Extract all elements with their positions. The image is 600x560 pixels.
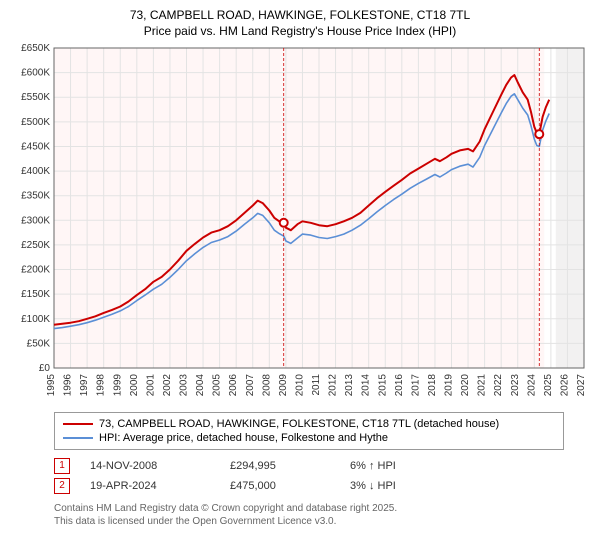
svg-text:2012: 2012 xyxy=(328,373,339,396)
svg-text:2013: 2013 xyxy=(344,373,355,396)
svg-text:2018: 2018 xyxy=(427,373,438,396)
svg-text:2000: 2000 xyxy=(129,373,140,396)
svg-text:2014: 2014 xyxy=(361,373,372,396)
legend-box: 73, CAMPBELL ROAD, HAWKINGE, FOLKESTONE,… xyxy=(54,412,564,450)
legend-swatch-hpi xyxy=(63,437,93,439)
svg-text:2015: 2015 xyxy=(377,373,388,396)
annotation-price-1: £294,995 xyxy=(230,460,330,472)
svg-text:2007: 2007 xyxy=(245,373,256,396)
chart-container: { "title_line1": "73, CAMPBELL ROAD, HAW… xyxy=(0,0,600,534)
svg-text:£0: £0 xyxy=(39,363,51,374)
annotation-delta-1: 6% ↑ HPI xyxy=(350,460,396,472)
svg-text:2023: 2023 xyxy=(510,373,521,396)
annotation-price-2: £475,000 xyxy=(230,480,330,492)
footer-line2: This data is licensed under the Open Gov… xyxy=(54,515,590,528)
chart-title-line2: Price paid vs. HM Land Registry's House … xyxy=(10,24,590,38)
annotation-date-1: 14-NOV-2008 xyxy=(90,460,210,472)
svg-text:1997: 1997 xyxy=(79,373,90,396)
svg-text:2019: 2019 xyxy=(444,373,455,396)
svg-text:2025: 2025 xyxy=(543,373,554,396)
legend-swatch-price-paid xyxy=(63,423,93,425)
svg-text:£600K: £600K xyxy=(21,67,50,78)
svg-text:2011: 2011 xyxy=(311,373,322,395)
legend-label-hpi: HPI: Average price, detached house, Folk… xyxy=(99,432,388,444)
svg-text:£100K: £100K xyxy=(21,313,50,324)
svg-text:2010: 2010 xyxy=(294,373,305,396)
svg-text:2016: 2016 xyxy=(394,373,405,396)
svg-text:£450K: £450K xyxy=(21,141,50,152)
svg-text:£300K: £300K xyxy=(21,215,50,226)
footer-attribution: Contains HM Land Registry data © Crown c… xyxy=(54,502,590,528)
svg-text:£200K: £200K xyxy=(21,264,50,275)
svg-text:£50K: £50K xyxy=(27,338,51,349)
svg-text:2024: 2024 xyxy=(526,373,537,396)
svg-text:2005: 2005 xyxy=(212,373,223,396)
svg-text:£550K: £550K xyxy=(21,92,50,103)
svg-text:2009: 2009 xyxy=(278,373,289,396)
footer-line1: Contains HM Land Registry data © Crown c… xyxy=(54,502,590,515)
svg-text:2020: 2020 xyxy=(460,373,471,396)
chart-plot-area: £0 £50K £100K £150K £200K £250K £300K £350K £400… xyxy=(10,44,590,404)
svg-text:2027: 2027 xyxy=(576,373,587,396)
annotation-marker-2: 2 xyxy=(54,478,70,494)
svg-text:2003: 2003 xyxy=(179,373,190,396)
svg-text:£650K: £650K xyxy=(21,44,50,54)
svg-text:£250K: £250K xyxy=(21,240,50,251)
legend-row-price-paid: 73, CAMPBELL ROAD, HAWKINGE, FOLKESTONE,… xyxy=(63,417,555,431)
svg-text:1996: 1996 xyxy=(63,373,74,396)
annotation-row-1: 1 14-NOV-2008 £294,995 6% ↑ HPI xyxy=(54,456,590,476)
svg-text:2008: 2008 xyxy=(261,373,272,396)
svg-text:2021: 2021 xyxy=(477,373,488,396)
svg-text:2022: 2022 xyxy=(493,373,504,396)
annotation-row-2: 2 19-APR-2024 £475,000 3% ↓ HPI xyxy=(54,476,590,496)
svg-text:2017: 2017 xyxy=(410,373,421,396)
annotation-marker-1: 1 xyxy=(54,458,70,474)
svg-text:£400K: £400K xyxy=(21,166,50,177)
chart-title-line1: 73, CAMPBELL ROAD, HAWKINGE, FOLKESTONE,… xyxy=(10,8,590,24)
svg-text:1995: 1995 xyxy=(46,373,57,396)
legend-label-price-paid: 73, CAMPBELL ROAD, HAWKINGE, FOLKESTONE,… xyxy=(99,418,499,430)
annotation-table: 1 14-NOV-2008 £294,995 6% ↑ HPI 2 19-APR… xyxy=(54,456,590,496)
svg-text:2004: 2004 xyxy=(195,373,206,396)
svg-text:2006: 2006 xyxy=(228,373,239,396)
svg-text:1999: 1999 xyxy=(112,373,123,396)
annotation-date-2: 19-APR-2024 xyxy=(90,480,210,492)
annotation-delta-2: 3% ↓ HPI xyxy=(350,480,396,492)
legend-row-hpi: HPI: Average price, detached house, Folk… xyxy=(63,431,555,445)
line-chart-svg: £0 £50K £100K £150K £200K £250K £300K £350K £400… xyxy=(10,44,590,404)
svg-text:£500K: £500K xyxy=(21,116,50,127)
svg-text:2001: 2001 xyxy=(145,373,156,396)
svg-text:1998: 1998 xyxy=(96,373,107,396)
svg-text:2026: 2026 xyxy=(559,373,570,396)
svg-text:£150K: £150K xyxy=(21,289,50,300)
svg-text:£350K: £350K xyxy=(21,190,50,201)
svg-text:2002: 2002 xyxy=(162,373,173,396)
